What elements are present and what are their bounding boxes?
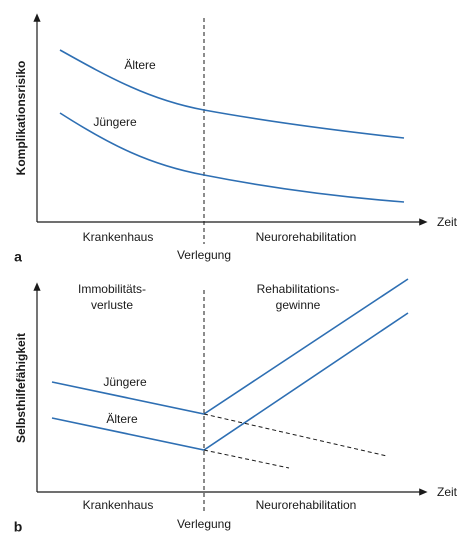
phase-label: Neurorehabilitation [256,230,357,244]
phase-label: Krankenhaus [83,230,154,244]
curve-label: Ältere [124,58,156,72]
curve-label: Ältere [106,412,138,426]
phase-note: Rehabilitations- [257,282,340,296]
transition-label: Verlegung [177,248,231,262]
panel-b: Jüngere Ältere Immobilitäts- verluste Re… [14,278,458,535]
projection-line [203,449,290,469]
phase-note: gewinne [276,298,321,312]
phase-label: Neurorehabilitation [256,498,357,512]
phase-note: Immobilitäts- [78,282,146,296]
x-label: Zeit [437,485,458,499]
curve-label: Jüngere [103,375,147,389]
panel-label: a [14,249,22,265]
curve [59,112,405,203]
panel-label: b [14,519,23,535]
curve-label: Jüngere [93,115,137,129]
phase-note: verluste [91,298,133,312]
y-label: Komplikationsrisiko [14,61,28,176]
projection-line [203,413,388,457]
phase-label: Krankenhaus [83,498,154,512]
y-label: Selbsthilfefähigkeit [14,333,28,443]
transition-label: Verlegung [177,517,231,531]
x-label: Zeit [437,215,458,229]
panel-a: Ältere Jüngere Zeit Krankenhaus Neuroreh… [14,13,458,265]
curve [59,49,405,139]
